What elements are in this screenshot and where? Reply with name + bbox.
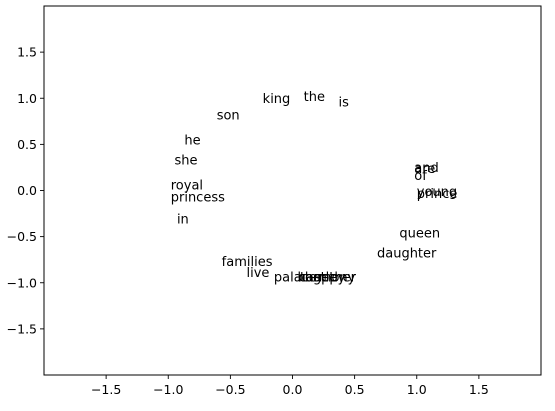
- x-axis: −1.5 −1.0 −0.5 0.0 0.5 1.0 1.5: [91, 375, 489, 397]
- word-label-together: together: [300, 271, 357, 286]
- word-label-daughter: daughter: [377, 247, 437, 262]
- word-label-the: the: [304, 90, 325, 105]
- word-label-in: in: [177, 213, 189, 228]
- y-tick-label: 1.5: [17, 45, 37, 60]
- x-tick-label: 1.5: [469, 382, 489, 397]
- word-label-princess: princess: [171, 190, 225, 205]
- y-tick-label: −0.5: [7, 229, 37, 244]
- word-label-she: she: [174, 154, 197, 169]
- word-label-son: son: [217, 108, 240, 123]
- word-label-harmony: harmony: [297, 271, 355, 286]
- x-tick-label: −1.5: [91, 382, 121, 397]
- word-label-he: he: [184, 133, 200, 148]
- x-tick-label: −0.5: [215, 382, 245, 397]
- word-label-families: families: [222, 255, 273, 270]
- word-label-live: live: [247, 266, 270, 281]
- y-tick-label: 0.0: [17, 183, 37, 198]
- y-tick-label: 0.5: [17, 137, 37, 152]
- word-label-is: is: [338, 95, 349, 110]
- word-label-are: are: [414, 162, 435, 177]
- word-label-royal: royal: [171, 178, 203, 193]
- word-label-and: and: [414, 161, 438, 176]
- y-tick-label: 1.0: [17, 91, 37, 106]
- y-tick-label: −1.5: [7, 321, 37, 336]
- x-tick-label: 0.5: [345, 382, 365, 397]
- word-label-king: king: [263, 92, 291, 107]
- word-label-queen: queen: [399, 226, 440, 241]
- word-label-palace: palace: [274, 271, 317, 286]
- plot-area: [43, 5, 542, 376]
- word-label-of: of: [414, 169, 427, 184]
- word-label-castle: castle: [299, 271, 338, 286]
- x-tick-label: −1.0: [153, 382, 183, 397]
- x-tick-label: 0.0: [283, 382, 303, 397]
- word-label-young: young: [417, 185, 457, 200]
- word-label-prince: prince: [417, 187, 458, 202]
- word-label-happy: happy: [305, 271, 346, 286]
- y-tick-label: −1.0: [7, 275, 37, 290]
- y-axis: −1.5 −1.0 −0.5 0.0 0.5 1.0 1.5: [7, 45, 44, 336]
- x-tick-label: 1.0: [407, 382, 427, 397]
